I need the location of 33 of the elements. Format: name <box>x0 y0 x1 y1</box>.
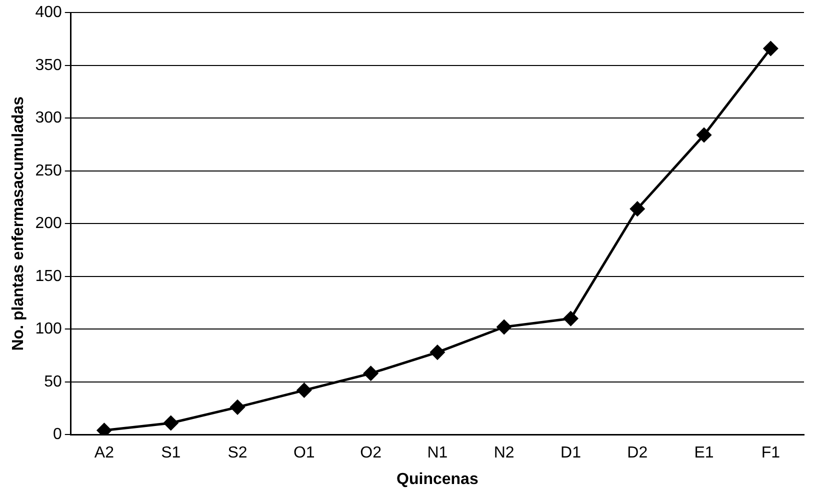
y-tick-label: 200 <box>35 215 62 232</box>
x-tick-label: D2 <box>627 444 648 462</box>
x-axis-title: Quincenas <box>396 470 478 488</box>
point <box>430 345 445 360</box>
y-tick-label: 50 <box>44 373 62 390</box>
point <box>696 128 712 142</box>
x-tick-label: N2 <box>494 444 514 462</box>
y-tick-label: 300 <box>35 110 62 127</box>
point <box>230 400 245 414</box>
y-axis-title: No. plantas enfermasacumuladas <box>10 96 28 351</box>
point <box>364 366 378 381</box>
x-tick-label: N1 <box>427 444 448 462</box>
x-tick-label: O2 <box>360 444 382 462</box>
point <box>164 416 178 430</box>
point <box>563 311 578 326</box>
x-tick-label: D1 <box>560 444 582 462</box>
y-tick-label: 350 <box>35 56 62 74</box>
y-tick-label: 0 <box>52 426 62 444</box>
point <box>96 423 112 435</box>
x-tick-label: E1 <box>694 444 714 462</box>
point <box>630 202 645 216</box>
y-tick-label: 100 <box>35 320 62 338</box>
y-tick-label: 400 <box>35 4 62 22</box>
x-tick-label: S1 <box>161 444 181 462</box>
point <box>296 383 312 398</box>
y-tick-label: 250 <box>35 162 62 180</box>
y-tick-label: 150 <box>35 268 62 285</box>
x-tick-label: F1 <box>761 444 780 462</box>
point <box>763 41 778 56</box>
x-tick-label: O1 <box>293 444 315 462</box>
point <box>496 320 512 334</box>
x-tick-label: A2 <box>94 444 114 462</box>
x-tick-label: S2 <box>228 444 248 462</box>
